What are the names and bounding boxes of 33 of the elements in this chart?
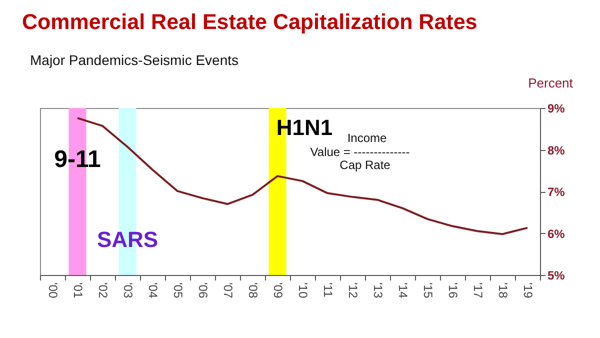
x-tick-label: '02	[96, 282, 110, 298]
x-tick-label: '15	[421, 282, 435, 298]
chart-subtitle: Major Pandemics-Seismic Events	[30, 52, 239, 68]
x-tick-label: '03	[121, 282, 135, 298]
annotation: Income	[347, 131, 387, 145]
x-tick-label: '11	[321, 282, 335, 298]
x-tick-label: '07	[221, 282, 235, 298]
x-tick-label: '14	[396, 282, 410, 298]
annotation: Value = --------------	[310, 145, 410, 159]
y-tick-label: 7%	[548, 185, 566, 199]
y-tick-label: 6%	[548, 226, 566, 241]
x-tick-label: '05	[171, 282, 185, 298]
x-tick-label: '01	[71, 282, 85, 298]
x-tick-label: '09	[271, 282, 285, 298]
y-tick-label: 8%	[548, 143, 566, 158]
x-tick-label: '12	[346, 282, 360, 298]
y-tick-label: 5%	[548, 268, 566, 282]
y-tick-label: 9%	[548, 102, 566, 116]
annotation: Cap Rate	[340, 158, 391, 172]
band-label: 9-11	[54, 146, 101, 173]
chart-title: Commercial Real Estate Capitalization Rates	[22, 10, 478, 35]
x-tick-label: '10	[296, 282, 310, 298]
x-tick-label: '06	[196, 282, 210, 298]
x-tick-label: '16	[446, 282, 460, 298]
x-tick-label: '00	[46, 282, 60, 298]
x-tick-label: '17	[471, 282, 485, 298]
x-tick-label: '08	[246, 282, 260, 298]
x-tick-label: '18	[496, 282, 510, 298]
band-label: SARS	[96, 226, 158, 252]
y-axis-title: Percent	[528, 76, 574, 90]
x-tick-label: '19	[521, 282, 535, 298]
x-tick-label: '04	[146, 282, 160, 298]
x-tick-label: '13	[371, 282, 385, 298]
